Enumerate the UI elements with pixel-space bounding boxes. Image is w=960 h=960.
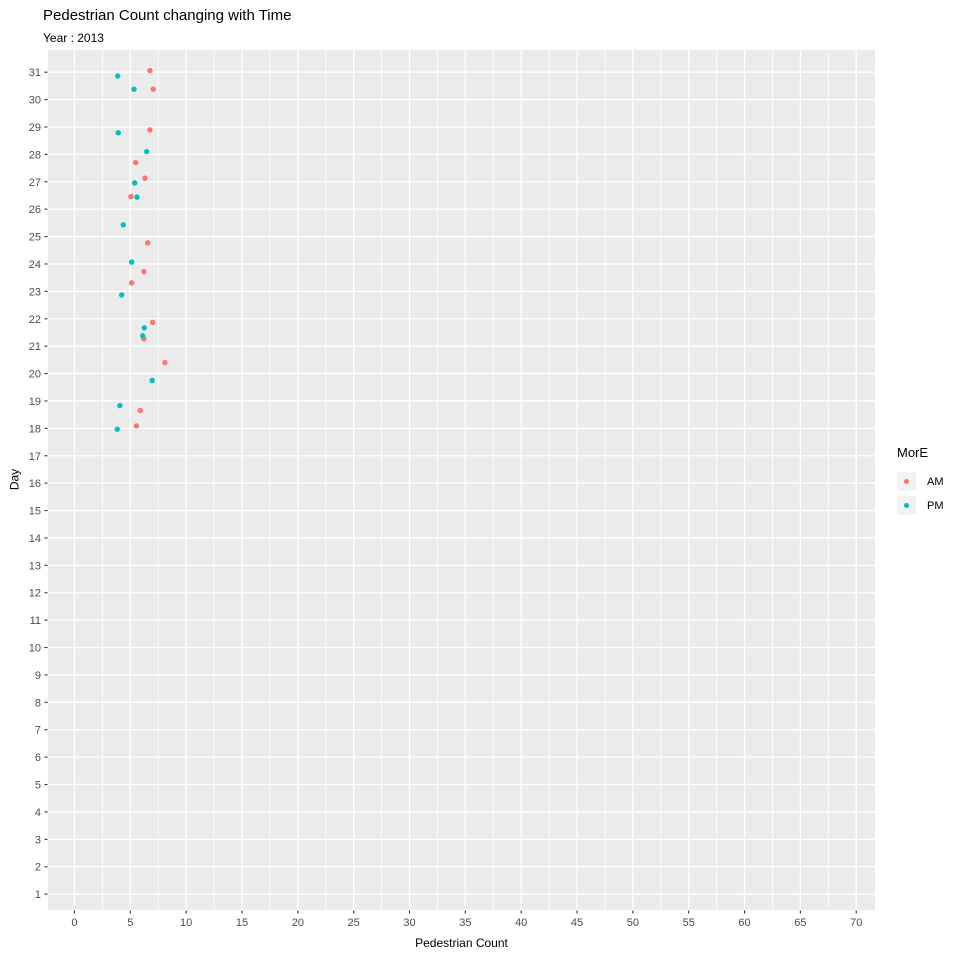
y-tick-label: 12 — [29, 588, 41, 600]
y-tick-label: 29 — [29, 122, 41, 134]
y-tick-label: 10 — [29, 643, 41, 655]
data-point-pm — [143, 148, 150, 155]
y-tick-label: 6 — [35, 752, 41, 764]
y-tick-label: 4 — [35, 807, 41, 819]
x-tick-label: 70 — [850, 917, 862, 929]
data-point-pm — [119, 292, 125, 298]
y-tick-label: 17 — [29, 451, 41, 463]
data-point-pm — [114, 426, 120, 432]
y-tick-label: 26 — [29, 204, 41, 216]
data-point-pm — [128, 259, 135, 265]
y-tick-label: 16 — [29, 478, 41, 490]
data-point-pm — [117, 402, 123, 409]
legend-key-am — [897, 472, 916, 491]
legend-title: MorE — [897, 445, 929, 460]
x-tick-label: 45 — [571, 917, 583, 929]
y-tick-label: 30 — [29, 95, 41, 107]
panel-background — [48, 50, 875, 910]
y-tick-label: 20 — [29, 369, 41, 381]
y-tick-label: 22 — [29, 314, 41, 326]
data-point-am — [142, 175, 148, 181]
data-point-pm — [115, 130, 121, 136]
x-tick-label: 25 — [348, 917, 360, 929]
legend-entries: AM PM — [897, 472, 944, 515]
y-tick-label: 2 — [35, 862, 41, 874]
y-tick-label: 3 — [35, 834, 41, 846]
x-tick-label: 60 — [738, 917, 750, 929]
data-point-pm — [149, 377, 155, 384]
y-tick-label: 23 — [29, 286, 41, 298]
data-point-am — [147, 127, 153, 133]
data-point-am — [132, 159, 139, 166]
legend-entry-pm: PM — [897, 496, 944, 515]
data-point-am — [162, 359, 168, 366]
x-tick-label: 0 — [71, 917, 77, 929]
data-point-pm — [114, 73, 121, 79]
x-tick-label: 20 — [292, 917, 304, 929]
gridlines — [48, 50, 875, 910]
y-tick-label: 11 — [30, 615, 41, 627]
legend-entry-am: AM — [897, 472, 944, 491]
y-tick-label: 15 — [29, 506, 41, 518]
chart-title: Pedestrian Count changing with Time — [43, 7, 292, 24]
y-tick-label: 24 — [29, 259, 41, 271]
x-tick-label: 30 — [403, 917, 415, 929]
y-tick-label: 5 — [35, 780, 41, 792]
tick-labels: 0 5 10 15 20 25 30 35 40 45 50 55 60 65 70123456789101… — [29, 67, 863, 929]
data-point-am — [150, 86, 156, 92]
legend: MorE AM PM — [897, 445, 944, 520]
y-tick-label: 27 — [29, 177, 41, 189]
y-tick-label: 18 — [29, 423, 41, 435]
legend-key-pm — [897, 496, 916, 515]
x-tick-label: 50 — [627, 917, 639, 929]
series-am — [128, 67, 168, 429]
x-tick-label: 40 — [515, 917, 527, 929]
x-tick-label: 10 — [180, 917, 192, 929]
data-point-pm — [141, 325, 147, 331]
axis-ticks — [44, 71, 857, 914]
data-point-pm — [140, 333, 146, 339]
legend-label-pm: PM — [927, 499, 944, 512]
data-point-pm — [131, 86, 137, 92]
y-tick-label: 1 — [35, 889, 41, 901]
data-point-am — [147, 67, 153, 74]
data-point-pm — [131, 180, 138, 186]
y-axis-title: Day — [7, 468, 22, 491]
legend-dot-pm — [903, 502, 910, 509]
legend-label-am: AM — [927, 475, 944, 488]
y-tick-label: 13 — [29, 560, 41, 572]
data-point-am — [128, 280, 135, 286]
series-pm — [114, 73, 155, 432]
x-tick-label: 65 — [794, 917, 806, 929]
data-point-am — [133, 423, 140, 429]
data-point-pm — [134, 194, 140, 200]
x-tick-label: 35 — [459, 917, 471, 929]
y-tick-label: 21 — [29, 341, 41, 353]
x-axis-title: Pedestrian Count — [415, 936, 508, 950]
y-tick-label: 19 — [29, 396, 41, 408]
data-point-am — [141, 268, 147, 275]
y-tick-label: 7 — [35, 725, 41, 737]
data-point-am — [144, 240, 151, 246]
x-tick-label: 55 — [683, 917, 695, 929]
legend-dot-am — [903, 478, 910, 485]
data-point-am — [137, 407, 143, 414]
y-tick-label: 28 — [29, 149, 41, 161]
y-tick-label: 31 — [29, 67, 41, 79]
data-point-am — [128, 193, 134, 200]
x-tick-label: 15 — [236, 917, 248, 929]
y-tick-label: 9 — [35, 670, 41, 682]
chart-subtitle: Year : 2013 — [43, 31, 104, 45]
data-point-am — [149, 319, 156, 326]
x-tick-label: 5 — [127, 917, 133, 929]
y-tick-label: 25 — [29, 232, 41, 244]
data-point-pm — [120, 222, 126, 228]
y-tick-label: 8 — [35, 697, 41, 709]
y-tick-label: 14 — [29, 533, 41, 545]
